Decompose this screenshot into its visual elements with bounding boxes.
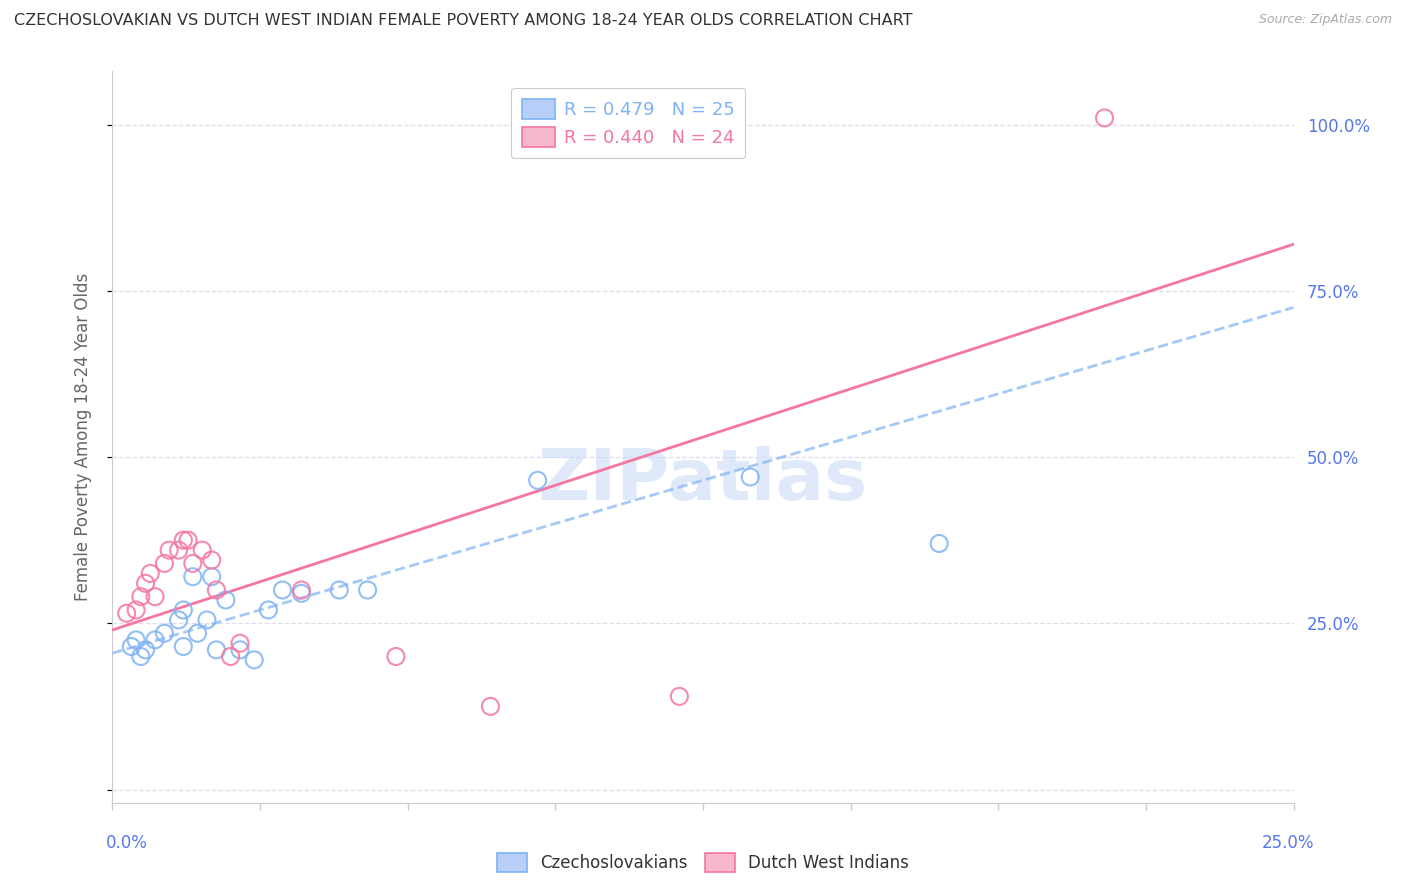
Point <box>191 543 214 558</box>
Point <box>526 473 548 487</box>
Point <box>129 649 152 664</box>
Point <box>243 653 266 667</box>
Point <box>143 632 166 647</box>
Point <box>135 576 157 591</box>
Legend: Czechoslovakians, Dutch West Indians: Czechoslovakians, Dutch West Indians <box>491 846 915 879</box>
Point <box>157 543 180 558</box>
Text: Source: ZipAtlas.com: Source: ZipAtlas.com <box>1258 13 1392 27</box>
Point <box>120 640 142 654</box>
Point <box>167 543 190 558</box>
Text: CZECHOSLOVAKIAN VS DUTCH WEST INDIAN FEMALE POVERTY AMONG 18-24 YEAR OLDS CORREL: CZECHOSLOVAKIAN VS DUTCH WEST INDIAN FEM… <box>14 13 912 29</box>
Point <box>201 553 224 567</box>
Point <box>356 582 378 597</box>
Text: ZIPatlas: ZIPatlas <box>538 447 868 516</box>
Point <box>125 603 148 617</box>
Point <box>229 636 252 650</box>
Point <box>290 586 312 600</box>
Point <box>167 613 190 627</box>
Point <box>740 470 762 484</box>
Point <box>129 590 152 604</box>
Point <box>229 643 252 657</box>
Y-axis label: Female Poverty Among 18-24 Year Olds: Female Poverty Among 18-24 Year Olds <box>73 273 91 601</box>
Point <box>328 582 350 597</box>
Point <box>153 626 176 640</box>
Point <box>290 582 312 597</box>
Point <box>205 582 228 597</box>
Point <box>195 613 218 627</box>
Point <box>205 643 228 657</box>
Point <box>143 590 166 604</box>
Point <box>201 570 224 584</box>
Point <box>186 626 208 640</box>
Point <box>172 640 194 654</box>
Text: 0.0%: 0.0% <box>105 834 148 852</box>
Point <box>125 632 148 647</box>
Point <box>115 607 138 621</box>
Point <box>716 118 738 132</box>
Point <box>177 533 200 548</box>
Point <box>181 570 204 584</box>
Point <box>135 643 157 657</box>
Point <box>181 557 204 571</box>
Point <box>271 582 294 597</box>
Point <box>153 557 176 571</box>
Point <box>928 536 950 550</box>
Point <box>668 690 690 704</box>
Point <box>1094 111 1116 125</box>
Point <box>215 593 238 607</box>
Text: 25.0%: 25.0% <box>1263 834 1315 852</box>
Point <box>172 603 194 617</box>
Point <box>385 649 408 664</box>
Point <box>139 566 162 581</box>
Point <box>172 533 194 548</box>
Point <box>219 649 242 664</box>
Point <box>257 603 280 617</box>
Point <box>479 699 502 714</box>
